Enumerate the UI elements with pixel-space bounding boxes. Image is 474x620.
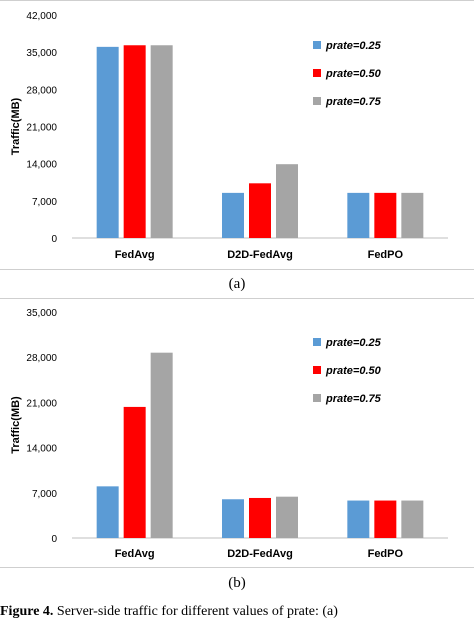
bar-d2d-fedavg-1 [222, 499, 244, 538]
y-axis-label: Traffic(MB) [10, 396, 22, 454]
x-tick-label: D2D-FedAvg [227, 548, 293, 560]
y-axis-label: Traffic(MB) [10, 97, 22, 155]
y-tick-label: 7,000 [32, 197, 57, 208]
chart-panel-b: Traffic(MB) 0 7,000 14,000 21,000 28,000 35,00… [0, 298, 474, 568]
legend-swatch [313, 366, 321, 374]
x-tick-label: FedAvg [115, 548, 155, 560]
bar-fedpo-1 [347, 192, 370, 238]
caption-a: (a) [228, 276, 246, 292]
y-tick-label: 14,000 [26, 160, 57, 171]
bar-fedavg-1 [96, 46, 119, 238]
y-tick-label: 35,000 [26, 308, 57, 319]
bar-d2d-fedavg-3 [276, 496, 298, 538]
legend-label: prate=0.50 [325, 68, 382, 80]
y-tick-label: 21,000 [26, 123, 57, 134]
caption-b: (b) [228, 575, 246, 591]
legend-swatch [313, 97, 321, 105]
legend-label: prate=0.50 [325, 365, 382, 377]
y-tick-label: 0 [51, 234, 57, 245]
bar-d2d-fedavg-2 [249, 497, 271, 538]
x-tick-label: FedPO [368, 249, 404, 261]
legend-swatch [313, 394, 321, 402]
chart-panel-a: Traffic(MB) 0 7,000 14,000 21,000 28,000 35,00… [0, 0, 474, 270]
bar-d2d-fedavg-2 [249, 183, 271, 238]
x-tick-label: D2D-FedAvg [227, 249, 293, 261]
figure-caption: Figure 4. Server-side traffic for differ… [0, 604, 474, 620]
y-tick-label: 28,000 [26, 353, 57, 364]
legend-swatch [313, 338, 321, 346]
bar-fedavg-3 [150, 352, 173, 538]
chart-b: Traffic(MB) 0 7,000 14,000 21,000 28,000 35,00… [10, 308, 448, 560]
y-tick-label: 28,000 [26, 85, 57, 96]
legend-swatch [313, 41, 321, 49]
bar-fedavg-2 [123, 406, 146, 538]
bar-d2d-fedavg-1 [222, 192, 244, 238]
bar-fedavg-3 [150, 45, 173, 239]
legend-label: prate=0.75 [325, 96, 382, 108]
bar-fedpo-2 [374, 500, 397, 538]
x-tick-label: FedAvg [115, 249, 155, 261]
y-tick-label: 21,000 [26, 398, 57, 409]
y-tick-label: 42,000 [26, 11, 57, 22]
y-tick-label: 0 [51, 534, 57, 545]
bar-fedpo-1 [347, 500, 370, 538]
bar-fedavg-1 [96, 486, 119, 538]
bar-fedpo-3 [401, 500, 424, 538]
legend-swatch [313, 69, 321, 77]
y-tick-label: 14,000 [26, 444, 57, 455]
y-tick-label: 7,000 [32, 489, 57, 500]
y-tick-label: 35,000 [26, 48, 57, 59]
legend-label: prate=0.25 [325, 40, 382, 52]
x-tick-label: FedPO [368, 548, 404, 560]
chart-a: Traffic(MB) 0 7,000 14,000 21,000 28,000 35,00… [10, 11, 448, 261]
legend-label: prate=0.75 [325, 393, 382, 405]
figure-caption-text: Server-side traffic for different values… [53, 604, 338, 619]
bar-d2d-fedavg-3 [276, 164, 298, 238]
bar-fedavg-2 [123, 45, 146, 239]
bar-fedpo-2 [374, 192, 397, 238]
bar-fedpo-3 [401, 192, 424, 238]
figure-caption-label: Figure 4. [0, 604, 54, 619]
legend-label: prate=0.25 [325, 337, 382, 349]
